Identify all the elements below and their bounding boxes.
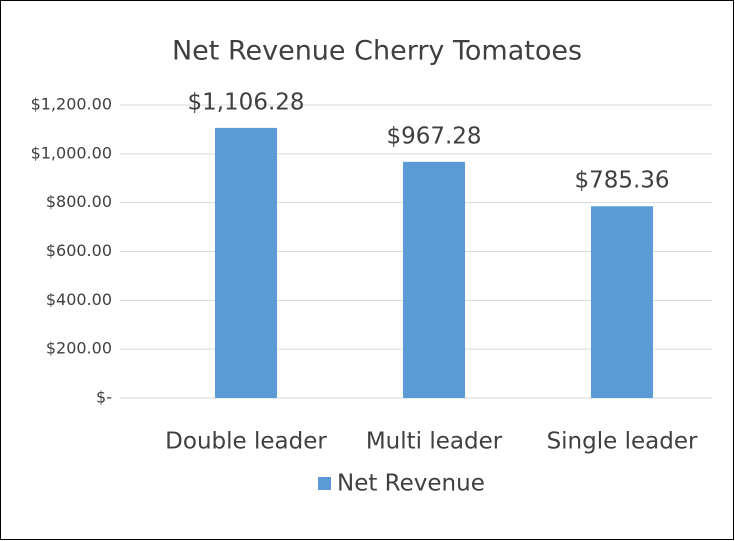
data-label: $1,106.28 [187, 89, 304, 115]
y-tick-label: $200.00 [46, 339, 112, 358]
bar [215, 127, 277, 398]
x-tick-label: Multi leader [366, 429, 503, 455]
y-tick-label: $600.00 [46, 241, 112, 260]
bar [591, 206, 653, 398]
y-tick-label: $1,200.00 [31, 95, 112, 114]
data-label: $967.28 [386, 123, 481, 149]
bar [403, 161, 465, 398]
y-tick-label: $1,000.00 [31, 143, 112, 162]
y-tick-label: $400.00 [46, 290, 112, 309]
y-tick-label: $- [96, 388, 112, 407]
legend-label: Net Revenue [337, 471, 485, 497]
chart-title: Net Revenue Cherry Tomatoes [172, 36, 582, 67]
data-label: $785.36 [574, 168, 669, 194]
y-tick-label: $800.00 [46, 192, 112, 211]
x-tick-label: Single leader [547, 429, 698, 455]
x-tick-label: Double leader [165, 429, 327, 455]
legend-swatch [318, 477, 331, 490]
